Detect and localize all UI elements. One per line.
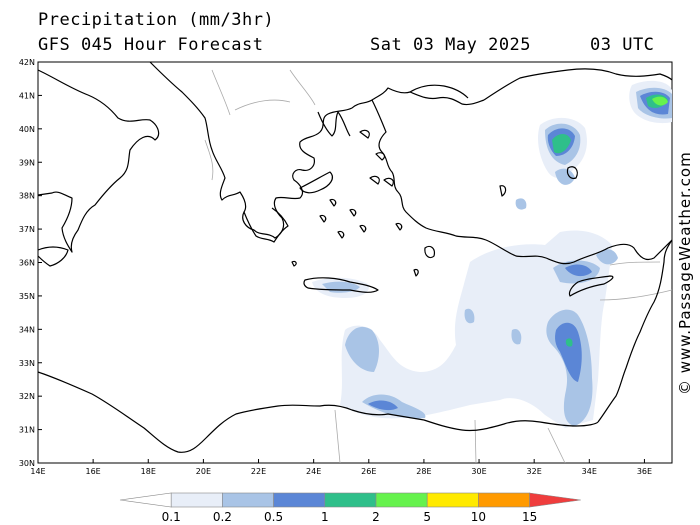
island-1	[359, 129, 370, 139]
forecast-date: Sat 03 May 2025	[370, 35, 532, 55]
legend-label: 15	[522, 510, 537, 524]
coast-cyprus	[568, 275, 614, 297]
forecast-time: 03 UTC	[590, 35, 655, 55]
legend-swatch	[324, 492, 377, 508]
precip-area-libya-west	[345, 326, 379, 372]
coast-chalkidiki	[317, 111, 351, 137]
precip-core-libya	[368, 400, 398, 411]
legend-swatch	[426, 492, 479, 508]
title: Precipitation (mm/3hr)	[38, 10, 275, 30]
legend-swatch	[273, 492, 326, 508]
lat-tick-label: 35N	[19, 292, 35, 301]
legend-swatch	[375, 492, 428, 508]
coast-rhodes	[424, 245, 435, 259]
precip-peak-turkey	[552, 134, 571, 154]
legend-label: 0.5	[264, 510, 283, 524]
legend-label: 5	[423, 510, 431, 524]
coast-euboea	[299, 171, 333, 194]
lon-tick-label: 16E	[86, 467, 101, 476]
island-3	[383, 177, 394, 187]
island-11	[499, 185, 507, 197]
legend-label: 0.2	[213, 510, 232, 524]
legend-swatch	[478, 492, 530, 508]
lon-tick-label: 20E	[196, 467, 211, 476]
latitude-axis: 42N 41N 40N 39N 38N 37N 36N 35N 34N 33N 32N 31N 30N	[19, 58, 42, 468]
lat-tick-label: 37N	[19, 225, 35, 234]
lon-tick-label: 32E	[527, 467, 542, 476]
lon-tick-label: 14E	[30, 467, 45, 476]
island-9	[337, 230, 345, 239]
lon-tick-label: 22E	[251, 467, 266, 476]
island-12	[566, 166, 578, 179]
lat-tick-label: 32N	[19, 392, 35, 401]
island-5	[329, 198, 337, 207]
lon-tick-label: 18E	[141, 467, 156, 476]
island-4	[375, 152, 386, 161]
lat-tick-label: 31N	[19, 426, 35, 435]
subtitle: GFS 045 Hour Forecast	[38, 35, 264, 55]
coast-turkey-north	[483, 68, 673, 101]
island-7	[319, 214, 327, 223]
legend-label: 0.1	[162, 510, 181, 524]
legend-label: 10	[471, 510, 486, 524]
precip-peak-levant	[565, 338, 573, 347]
precip-area-turkey-east	[596, 249, 618, 265]
coastlines	[37, 61, 673, 453]
island-14	[413, 268, 419, 277]
precip-area-libya-coast	[340, 230, 612, 428]
precip-core-cyprus	[565, 264, 592, 277]
coast-peloponnese	[243, 207, 289, 243]
country-borders	[204, 69, 673, 464]
lon-tick-label: 36E	[637, 467, 652, 476]
coast-turkey	[371, 99, 673, 265]
coast-marmara	[409, 84, 469, 99]
lat-tick-label: 38N	[19, 192, 35, 201]
precipitation-layer	[312, 80, 672, 428]
precip-area-turkey-lake	[555, 168, 575, 185]
lat-tick-label: 40N	[19, 125, 35, 134]
legend-label: 2	[372, 510, 380, 524]
lat-tick-label: 30N	[19, 459, 35, 468]
lat-tick-label: 41N	[19, 91, 35, 100]
lat-tick-label: 36N	[19, 259, 35, 268]
lon-tick-label: 34E	[582, 467, 597, 476]
legend-swatch	[170, 492, 223, 508]
longitude-axis: 14E 16E 18E 20E 22E 24E 26E 28E 30E 32E 34E 36E	[30, 459, 652, 476]
coast-levant	[597, 239, 673, 423]
coast-balkans	[149, 61, 485, 239]
coast-crete	[303, 277, 379, 293]
island-8	[359, 224, 367, 233]
legend-swatch	[222, 492, 274, 508]
precipitation-legend: 0.1 0.2 0.5 1 2 5 10 15	[119, 492, 581, 524]
precip-area-small-3	[511, 328, 522, 345]
lat-tick-label: 39N	[19, 158, 35, 167]
precip-core-levant	[555, 322, 582, 382]
lon-tick-label: 30E	[471, 467, 486, 476]
island-10	[395, 222, 403, 231]
legend-swatch	[529, 492, 581, 508]
island-6	[349, 208, 357, 217]
precip-area-small-2	[464, 308, 475, 324]
precip-max-black-sea	[652, 96, 668, 106]
island-13	[291, 260, 297, 267]
coast-sicily	[37, 246, 69, 267]
lon-tick-label: 26E	[361, 467, 376, 476]
lon-tick-label: 24E	[306, 467, 321, 476]
legend-swatch	[119, 492, 172, 508]
precip-area-small-1	[515, 198, 527, 210]
lon-tick-label: 28E	[416, 467, 431, 476]
island-2	[369, 175, 380, 185]
lat-tick-label: 42N	[19, 58, 35, 67]
lat-tick-label: 33N	[19, 359, 35, 368]
coast-italy	[37, 69, 160, 253]
lat-tick-label: 34N	[19, 325, 35, 334]
coast-north-africa	[37, 371, 599, 453]
legend-label: 1	[321, 510, 329, 524]
